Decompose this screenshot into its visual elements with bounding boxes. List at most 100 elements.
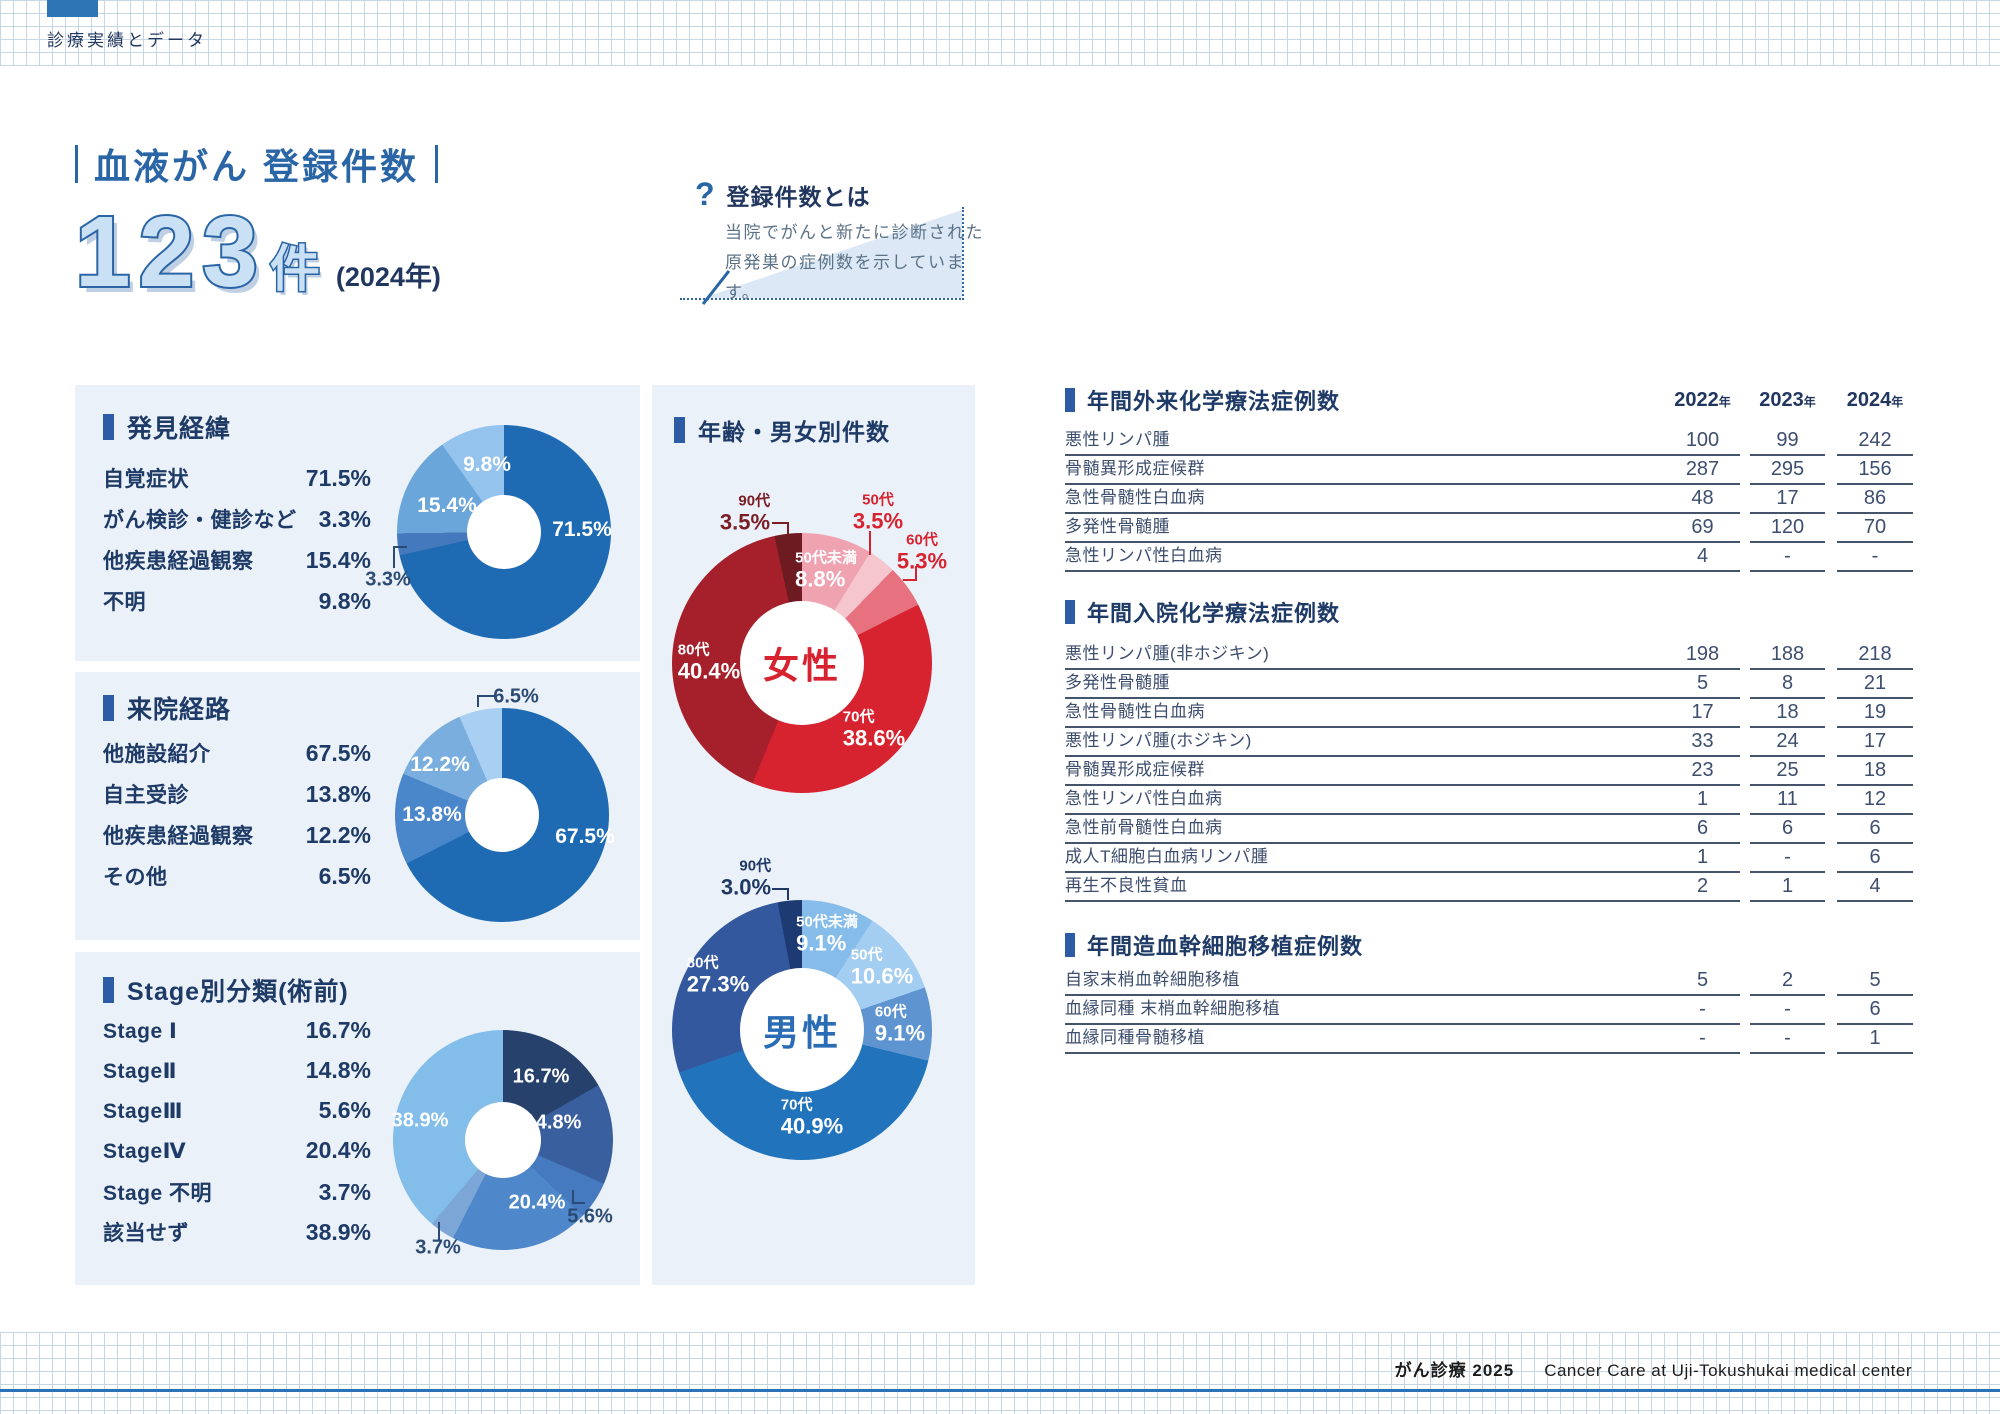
cell-value: 6: [1750, 817, 1825, 844]
grid-pattern-bottom: [0, 1332, 2000, 1414]
cell-value: -: [1665, 998, 1740, 1025]
header-marker-bar: [674, 417, 685, 443]
row-label: 骨髄異形成症候群: [1065, 755, 1665, 786]
legend-value: 12.2%: [305, 822, 371, 848]
cell-value: 1: [1837, 1027, 1913, 1054]
table-row: 多発性骨髄腫 69 120 70: [1065, 512, 1913, 543]
corner-accent-square: [47, 0, 98, 17]
row-label: 再生不良性貧血: [1065, 871, 1665, 902]
row-label: 骨髄異形成症候群: [1065, 454, 1665, 485]
cell-value: -: [1750, 998, 1825, 1025]
table-row: 成人T細胞白血病リンパ腫 1-6: [1065, 842, 1913, 873]
info-text-line1: 当院でがんと新たに診断された: [725, 223, 984, 242]
cell-value: 18: [1750, 701, 1825, 728]
panel-stage: Stage別分類(術前) Stage Ⅰ 16.7% StageⅡ 14.8% St…: [75, 952, 640, 1285]
age-category: 70代: [842, 708, 875, 726]
table-row: 骨髄異形成症候群 287 295 156: [1065, 454, 1913, 485]
cell-value: -: [1750, 545, 1825, 572]
row-label: 急性リンパ性白血病: [1065, 541, 1665, 572]
male-center-label: 男性: [762, 1012, 841, 1053]
cell-value: 4: [1837, 875, 1913, 902]
row-label: 血縁同種 末梢血幹細胞移植: [1065, 994, 1665, 1025]
age-category: 60代: [874, 1003, 907, 1021]
cell-value: -: [1750, 1027, 1825, 1054]
row-label: 自家末梢血幹細胞移植: [1065, 965, 1665, 996]
legend-label: StageⅣ: [103, 1140, 187, 1163]
header-marker-bar: [103, 414, 114, 440]
donut-label-external: 50代 3.5%: [853, 491, 903, 533]
cell-value: 6: [1665, 817, 1740, 844]
age-percent: 10.6%: [850, 963, 914, 989]
legend-label: 他疾患経過観察: [103, 825, 254, 848]
cell-value: 48: [1665, 487, 1740, 514]
table-rows: 悪性リンパ腫 100 99 242 骨髄異形成症候群 287 295 156 急性骨髄性白血…: [1065, 425, 1913, 572]
donut-label: 70代 38.6%: [842, 708, 905, 750]
donut-label: 50代未満 9.1%: [796, 913, 858, 956]
year-header-row: 2022年 2023年 2024年: [1665, 389, 1913, 412]
age-percent: 9.1%: [796, 930, 847, 956]
legend-label: Stage 不明: [103, 1182, 213, 1205]
table-row: 血縁同種 末梢血幹細胞移植 - -6: [1065, 994, 1913, 1025]
title-bar-decoration: [75, 145, 78, 183]
table-title: 年間外来化学療法症例数: [1087, 389, 1341, 414]
legend-value: 9.8%: [318, 588, 371, 614]
title-bar-decoration: [435, 145, 439, 183]
legend-value: 6.5%: [318, 863, 371, 889]
header-marker-bar: [1065, 933, 1075, 957]
table-title: 年間入院化学療法症例数: [1087, 601, 1341, 626]
legend-value: 13.8%: [305, 781, 371, 807]
header-marker-bar: [1065, 388, 1075, 412]
legend-row: 自覚症状 71.5%: [103, 463, 371, 504]
panel-stage-title: Stage別分類(術前): [127, 978, 349, 1006]
age-category: 50代: [862, 491, 894, 509]
panel-age-gender: 年齢・男女別件数 女性 50代未満 8.8% 90代 3.5% 50代 3.5%…: [652, 385, 975, 1285]
legend-label: 不明: [103, 591, 146, 614]
legend-row: Stage 不明 3.7%: [103, 1177, 371, 1217]
table-rows: 自家末梢血幹細胞移植 5 2 5 血縁同種 末梢血幹細胞移植 - -6 血縁同種骨髄移植 -…: [1065, 965, 1913, 1054]
table-title-row: 年間入院化学療法症例数: [1065, 597, 1913, 627]
legend-label: 自覚症状: [103, 468, 189, 491]
legend-row: StageⅢ 5.6%: [103, 1097, 371, 1137]
header-marker-bar: [103, 977, 114, 1003]
cell-value: 218: [1837, 643, 1913, 670]
table-outpatient-chemo: 年間外来化学療法症例数 2022年 2023年 2024年 悪性リンパ腫 100 9…: [1065, 385, 1913, 572]
donut-label-external: 5.6%: [567, 1205, 613, 1228]
age-category: 80代: [677, 641, 710, 659]
leader-line: [903, 566, 917, 581]
table-row: 悪性リンパ腫 100 99 242: [1065, 425, 1913, 456]
table-row: 急性リンパ性白血病 4- -: [1065, 541, 1913, 572]
registration-count: 123 件 (2024年): [73, 198, 441, 307]
table-stem-cell-transplant: 年間造血幹細胞移植症例数 自家末梢血幹細胞移植 5 2 5 血縁同種 末梢血幹細胞移植…: [1065, 930, 1913, 1054]
table-title: 年間造血幹細胞移植症例数: [1087, 934, 1364, 959]
legend-label: StageⅢ: [103, 1100, 184, 1123]
donut-label: 60代 9.1%: [874, 1003, 925, 1045]
info-text-line2: 原発巣の症例数を示しています。: [725, 253, 965, 302]
legend-row: StageⅡ 14.8%: [103, 1057, 371, 1097]
legend-label: 自主受診: [103, 784, 189, 807]
legend-value: 67.5%: [305, 740, 371, 766]
row-label: 悪性リンパ腫(ホジキン): [1065, 726, 1665, 757]
legend-row: 自主受診 13.8%: [103, 779, 371, 820]
leader-line: [572, 1190, 585, 1204]
year-number: 2022: [1674, 389, 1719, 411]
age-category: 90代: [738, 492, 771, 510]
cell-value: 6: [1837, 817, 1913, 844]
info-box-header: ? 登録件数とは: [695, 176, 985, 212]
donut-label: 12.2%: [410, 753, 470, 776]
row-label: 成人T細胞白血病リンパ腫: [1065, 842, 1665, 873]
cell-value: 2: [1665, 875, 1740, 902]
year-header: 2022年: [1665, 389, 1740, 412]
male-donut-chart: 男性: [672, 900, 932, 1160]
info-box: ? 登録件数とは 当院でがんと新たに診断された 原発巣の症例数を示しています。: [680, 176, 985, 310]
year-number: 2024: [1846, 389, 1892, 411]
panel-age-title: 年齢・男女別件数: [698, 419, 890, 445]
cell-value: 6: [1837, 998, 1913, 1025]
leader-line: [772, 888, 789, 900]
leader-line: [477, 695, 495, 707]
age-percent: 3.0%: [720, 874, 772, 900]
legend-row: がん検診・健診など 3.3%: [103, 504, 371, 545]
donut-label: 71.5%: [552, 518, 612, 541]
table-rows: 悪性リンパ腫(非ホジキン) 198 188 218 多発性骨髄腫 5 8 21 急性骨髄性白…: [1065, 639, 1913, 902]
cell-value: 287: [1665, 458, 1740, 485]
year-suffix: 年: [1891, 395, 1904, 409]
